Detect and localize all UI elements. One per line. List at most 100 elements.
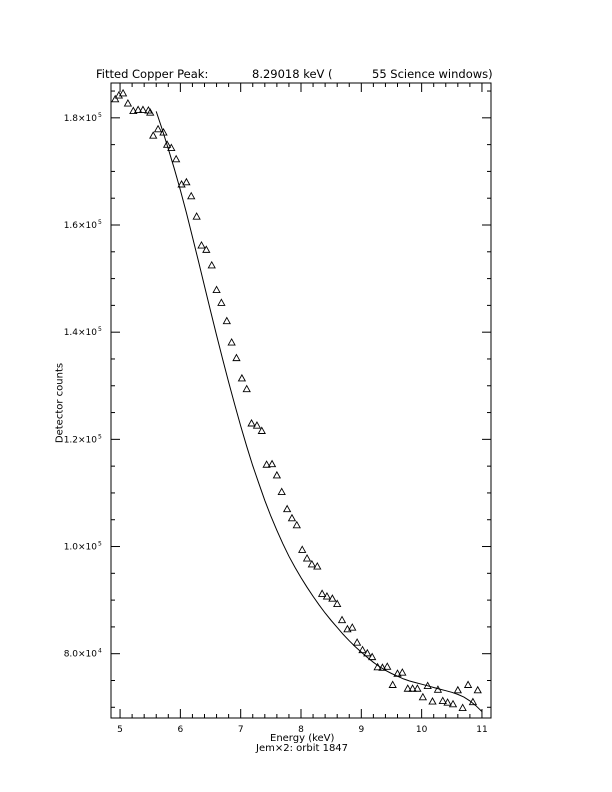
data-point: [267, 459, 277, 468]
y-tick-label: 1.6×10: [64, 221, 98, 231]
y-tick-exponent: 5: [98, 541, 102, 548]
data-point: [287, 513, 297, 522]
data-point: [252, 421, 262, 429]
data-point: [403, 684, 412, 692]
data-point: [272, 470, 282, 479]
x-tick-label: 10: [416, 725, 428, 735]
data-point: [111, 94, 120, 103]
chart-title-label: Fitted Copper Peak:: [96, 67, 209, 81]
x-tick-label: 9: [358, 725, 364, 735]
data-point: [322, 592, 332, 600]
y-tick-exponent: 5: [98, 326, 102, 333]
data-point: [197, 241, 206, 249]
x-tick-label: 11: [476, 725, 487, 735]
data-point: [257, 426, 266, 434]
data-point: [378, 663, 387, 671]
data-point: [159, 127, 168, 136]
data-point: [443, 698, 452, 706]
x-tick-label: 7: [238, 725, 244, 735]
x-tick-label: 8: [298, 725, 304, 735]
chart-subtitle: Jem×2: orbit 1847: [256, 743, 349, 754]
data-point: [423, 681, 432, 690]
data-point: [207, 260, 216, 269]
data-point: [237, 373, 247, 382]
data-point: [262, 460, 271, 468]
data-point: [307, 559, 317, 568]
data-point: [302, 553, 312, 562]
x-axis-label: Energy (keV): [270, 733, 335, 744]
y-axis-label: Detector counts: [54, 362, 66, 444]
y-tick-label: 1.4×10: [64, 328, 98, 338]
data-point: [368, 652, 377, 661]
data-point: [358, 645, 367, 654]
data-point: [373, 662, 382, 671]
chart-title-value: 8.29018 keV (: [252, 67, 333, 81]
data-point: [383, 662, 392, 670]
data-point: [171, 154, 181, 163]
data-point: [473, 685, 482, 694]
data-point: [317, 589, 327, 597]
data-point: [448, 699, 458, 708]
data-point: [282, 504, 292, 513]
data-point: [398, 668, 407, 676]
data-point: [463, 680, 473, 688]
data-point: [408, 684, 417, 692]
data-point: [328, 594, 337, 602]
y-tick-exponent: 5: [98, 219, 102, 226]
data-point: [418, 692, 428, 701]
y-tick-label: 1.8×10: [64, 114, 98, 124]
data-point: [187, 191, 196, 200]
data-point: [438, 696, 447, 705]
y-tick-exponent: 5: [98, 433, 102, 440]
chart-title-windows: 55 Science windows): [372, 67, 493, 81]
data-point: [343, 624, 352, 633]
x-tick-label: 6: [177, 725, 183, 735]
plot-frame: [110, 82, 492, 719]
data-point: [298, 545, 307, 553]
x-tick-label: 5: [117, 725, 123, 735]
data-point: [428, 697, 437, 705]
fit-curve: [155, 111, 483, 712]
data-point: [138, 105, 148, 113]
y-tick-exponent: 4: [98, 648, 102, 655]
data-point: [388, 680, 397, 688]
data-point: [217, 298, 226, 306]
data-point: [212, 285, 221, 294]
data-point: [192, 212, 201, 220]
y-tick-label: 1.0×10: [64, 543, 98, 553]
data-point: [413, 684, 422, 692]
data-point: [393, 669, 402, 677]
y-tick-label: 8.0×10: [64, 650, 98, 660]
data-point: [149, 131, 158, 139]
y-tick-exponent: 5: [98, 112, 102, 119]
data-point: [162, 140, 172, 148]
data-point: [363, 648, 372, 657]
data-point: [433, 685, 443, 693]
data-point: [133, 105, 143, 113]
data-point: [352, 638, 362, 646]
data-point: [227, 338, 236, 346]
data-point: [222, 316, 231, 325]
data-point: [313, 562, 322, 570]
data-point: [292, 520, 301, 529]
data-point: [118, 88, 128, 97]
data-point: [333, 599, 342, 608]
data-point: [277, 487, 286, 496]
data-point: [153, 124, 163, 133]
data-point: [182, 177, 191, 186]
data-point: [202, 245, 211, 253]
data-point: [453, 685, 462, 694]
data-point: [232, 353, 241, 362]
data-point: [468, 697, 478, 706]
y-tick-label: 1.2×10: [64, 435, 98, 445]
data-point: [348, 623, 357, 631]
data-point: [123, 99, 133, 107]
data-point: [242, 384, 251, 393]
data-point: [337, 615, 347, 624]
data-point: [458, 703, 467, 711]
data-point: [146, 108, 155, 116]
data-point: [167, 143, 176, 152]
data-point: [247, 418, 256, 427]
data-point: [129, 106, 138, 115]
